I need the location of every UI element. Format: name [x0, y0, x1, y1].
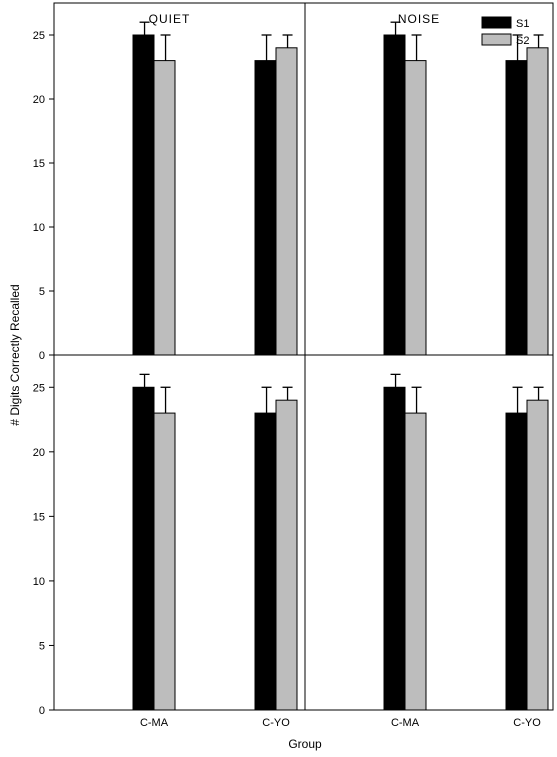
y-tick-label: 10 [33, 222, 45, 234]
bar-s1 [254, 60, 277, 356]
legend-swatch-s1 [481, 16, 512, 29]
bar-s1 [383, 386, 406, 711]
x-tick-label: C-MA [140, 717, 169, 729]
bar-s1 [383, 34, 406, 356]
bar-s2 [153, 60, 176, 356]
bar-s1 [505, 60, 528, 356]
bar-s2 [526, 399, 549, 711]
bar-s2 [404, 60, 427, 356]
y-tick-label: 5 [39, 640, 45, 652]
x-tick-label: C-YO [513, 717, 541, 729]
bar-s1 [132, 386, 155, 711]
bar-s2 [275, 399, 298, 711]
bar-s1 [132, 34, 155, 356]
bar-s1 [254, 412, 277, 711]
legend-label-s2: S2 [516, 35, 529, 47]
y-tick-label: 20 [33, 447, 45, 459]
x-axis-label: Group [288, 737, 322, 751]
bar-s2 [404, 412, 427, 711]
y-axis-label: # Digits Correctly Recalled [8, 284, 22, 425]
legend-swatch-s2 [481, 33, 512, 46]
y-tick-label: 0 [39, 705, 45, 717]
y-tick-label: 20 [33, 94, 45, 106]
bar-s2 [153, 412, 176, 711]
bar-s1 [505, 412, 528, 711]
panel-title: QUIET [149, 12, 191, 26]
bar-s2 [526, 47, 549, 356]
x-tick-label: C-YO [262, 717, 290, 729]
x-tick-label: C-MA [391, 717, 420, 729]
y-tick-label: 10 [33, 576, 45, 588]
y-tick-label: 5 [39, 286, 45, 298]
panel-title: NOISE [398, 12, 440, 26]
legend-label-s1: S1 [516, 18, 529, 30]
y-tick-label: 15 [33, 511, 45, 523]
y-tick-label: 25 [33, 30, 45, 42]
y-tick-label: 15 [33, 158, 45, 170]
y-tick-label: 25 [33, 382, 45, 394]
panel-frame [304, 354, 554, 711]
y-tick-label: 0 [39, 350, 45, 362]
bar-s2 [275, 47, 298, 356]
